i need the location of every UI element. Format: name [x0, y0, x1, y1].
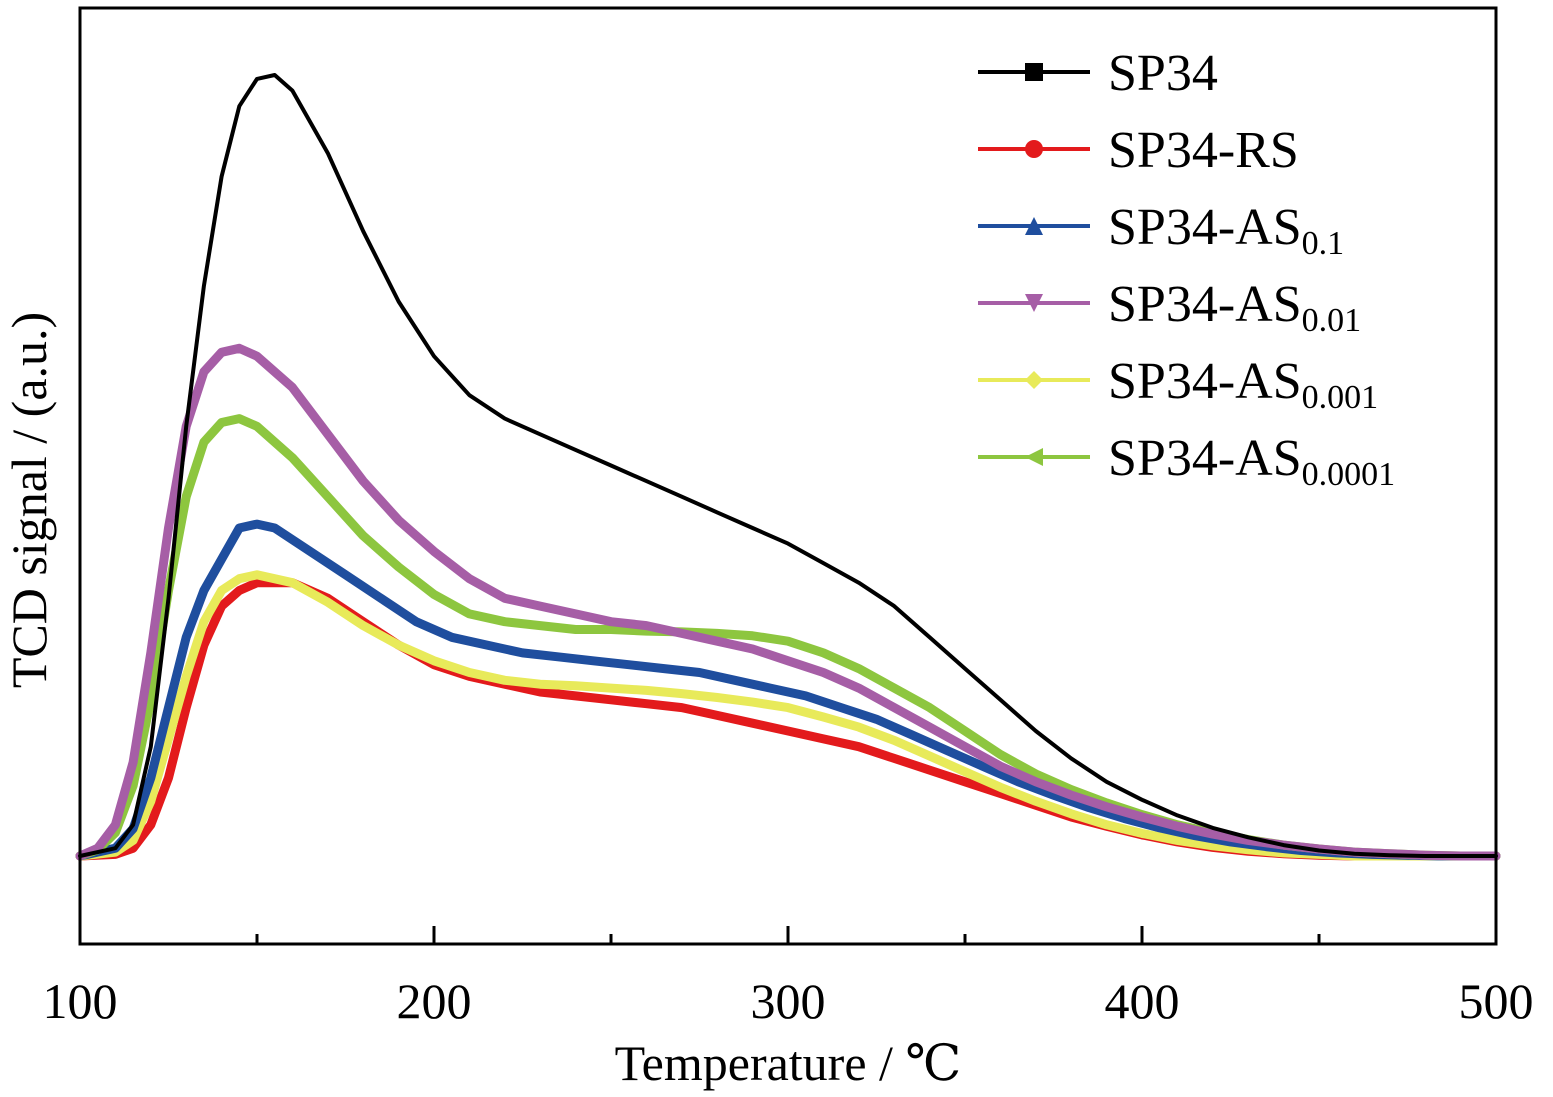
- x-tick-label: 200: [397, 973, 472, 1029]
- series-line-0: [78, 73, 1498, 858]
- legend-item: SP34-RS: [978, 122, 1299, 179]
- legend-marker: [1025, 63, 1043, 81]
- y-axis-label: TCD signal / (a.u.): [1, 312, 57, 688]
- legend-marker: [1025, 140, 1043, 158]
- legend: SP34SP34-RSSP34-AS0.1SP34-AS0.01SP34-AS0…: [978, 45, 1395, 493]
- legend-item: SP34-AS0.1: [978, 199, 1344, 262]
- legend-label-main: SP34-AS: [1108, 430, 1302, 487]
- legend-label: SP34-AS0.001: [1108, 353, 1378, 416]
- x-tick-label: 300: [751, 973, 826, 1029]
- series-line-4: [75, 570, 1501, 861]
- legend-item: SP34: [978, 45, 1218, 102]
- legend-marker: [1025, 217, 1043, 235]
- legend-label: SP34: [1108, 45, 1218, 102]
- legend-label: SP34-AS0.1: [1108, 199, 1344, 262]
- legend-label: SP34-AS0.01: [1108, 276, 1361, 339]
- x-tick-label: 500: [1459, 973, 1534, 1029]
- series-line-1: [75, 578, 1501, 861]
- legend-marker: [1025, 448, 1043, 466]
- legend-label-subscript: 0.01: [1302, 302, 1362, 339]
- legend-label-main: SP34-RS: [1108, 122, 1299, 179]
- x-tick-label: 100: [43, 973, 118, 1029]
- legend-label-main: SP34: [1108, 45, 1218, 102]
- legend-label-main: SP34-AS: [1108, 353, 1302, 410]
- legend-label-main: SP34-AS: [1108, 276, 1302, 333]
- legend-label: SP34-RS: [1108, 122, 1299, 179]
- legend-label-subscript: 0.1: [1302, 225, 1345, 262]
- legend-marker: [1025, 371, 1043, 389]
- x-axis-label: Temperature / ℃: [615, 1035, 962, 1091]
- legend-label: SP34-AS0.0001: [1108, 430, 1395, 493]
- legend-marker: [1025, 294, 1043, 312]
- series-line-2: [75, 519, 1501, 861]
- x-tick-label: 400: [1105, 973, 1180, 1029]
- legend-label-main: SP34-AS: [1108, 199, 1302, 256]
- legend-item: SP34-AS0.0001: [978, 430, 1395, 493]
- legend-item: SP34-AS0.01: [978, 276, 1361, 339]
- legend-label-subscript: 0.0001: [1302, 456, 1396, 493]
- legend-item: SP34-AS0.001: [978, 353, 1378, 416]
- x-axis: 100 200 300 400 500: [43, 926, 1534, 1029]
- series-layer: [75, 73, 1501, 861]
- legend-label-subscript: 0.001: [1302, 379, 1379, 416]
- series-line-3: [75, 343, 1501, 861]
